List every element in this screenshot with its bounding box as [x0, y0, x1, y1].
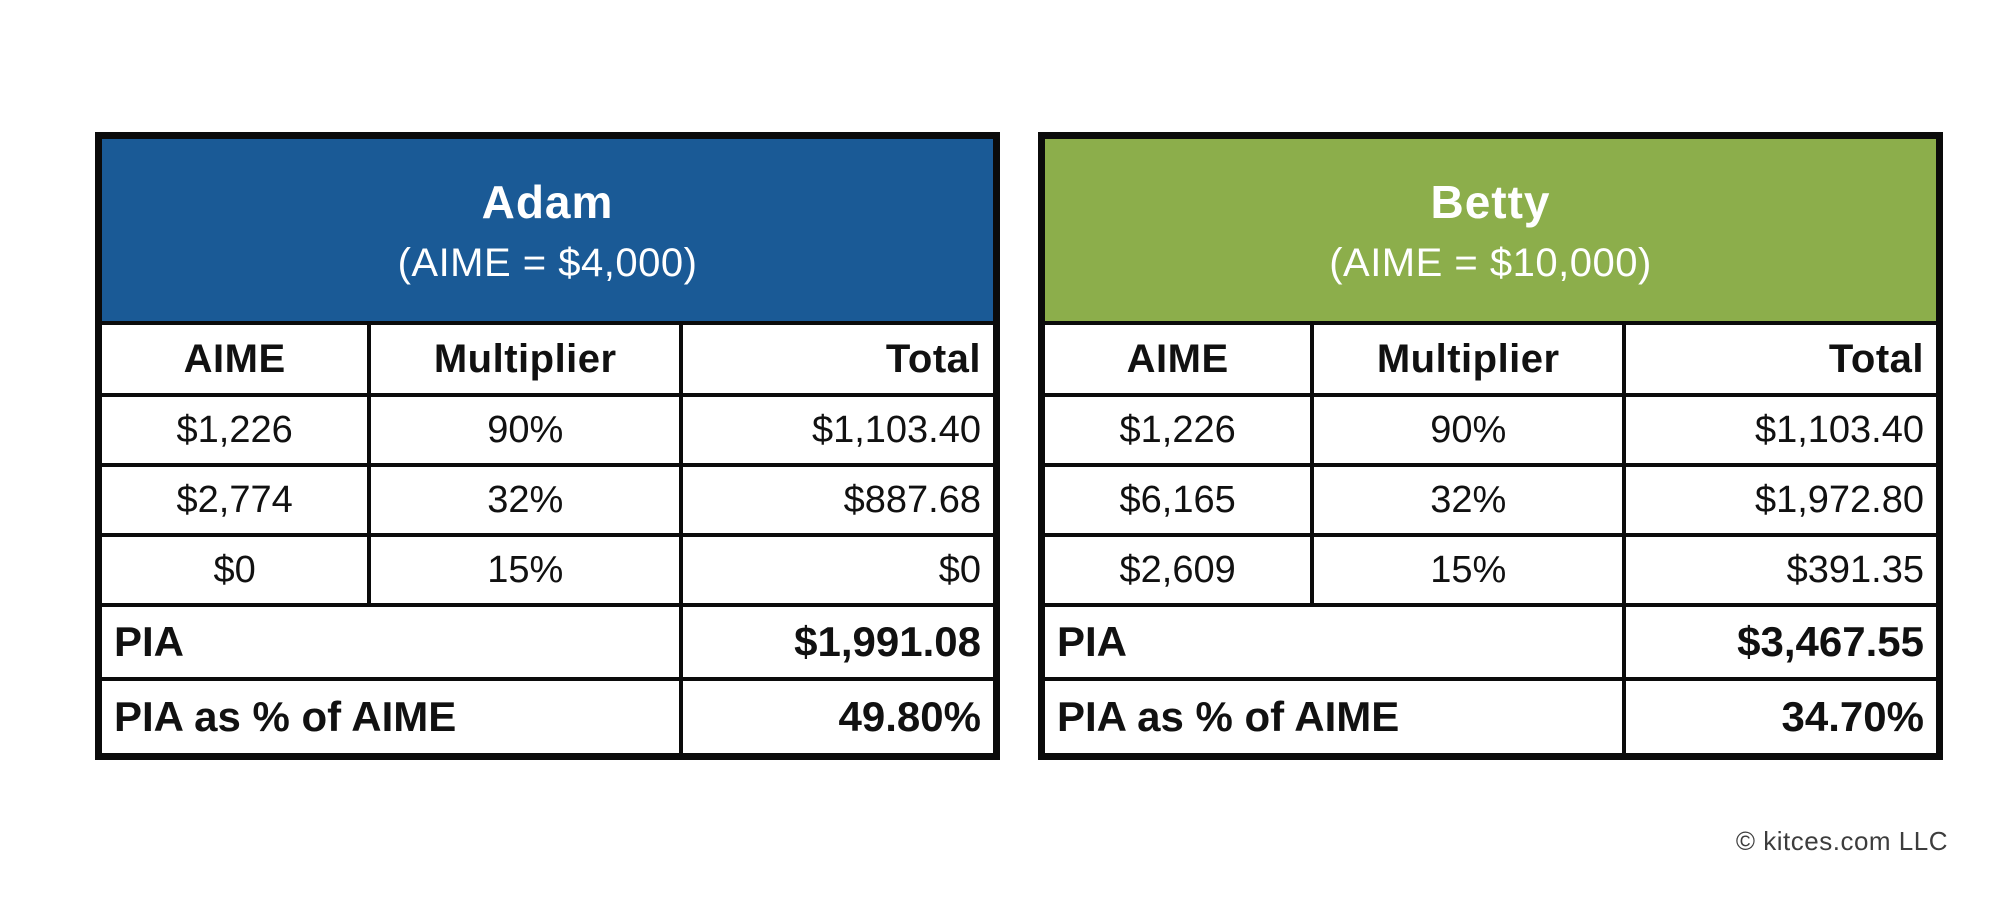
pia-pct-value: 49.80% — [679, 677, 993, 753]
pia-pct-row: PIA as % of AIME 49.80% — [102, 677, 993, 753]
total-cell: $1,972.80 — [1622, 463, 1936, 537]
pia-pct-label: PIA as % of AIME — [1045, 677, 1627, 753]
table-row: $2,774 32% $887.68 — [102, 463, 993, 537]
table-row: $6,165 32% $1,972.80 — [1045, 463, 1936, 537]
pia-value: $3,467.55 — [1622, 603, 1936, 681]
multiplier-column-header: Multiplier — [367, 325, 684, 397]
aime-cell: $1,226 — [102, 393, 372, 467]
pia-row: PIA $3,467.55 — [1045, 603, 1936, 681]
multiplier-cell: 15% — [367, 533, 684, 607]
pia-row: PIA $1,991.08 — [102, 603, 993, 681]
table-row: $1,226 90% $1,103.40 — [102, 393, 993, 467]
pia-pct-value: 34.70% — [1622, 677, 1936, 753]
table-row: $2,609 15% $391.35 — [1045, 533, 1936, 607]
total-cell: $391.35 — [1622, 533, 1936, 607]
multiplier-column-header: Multiplier — [1310, 325, 1627, 397]
multiplier-cell: 15% — [1310, 533, 1627, 607]
adam-table-header: Adam (AIME = $4,000) — [102, 139, 993, 325]
aime-column-header: AIME — [1045, 325, 1315, 397]
tables-row: Adam (AIME = $4,000) AIME Multiplier Tot… — [95, 132, 1943, 760]
betty-name-title: Betty — [1430, 175, 1551, 228]
betty-aime-subtitle: (AIME = $10,000) — [1329, 240, 1652, 285]
multiplier-cell: 32% — [1310, 463, 1627, 537]
total-column-header: Total — [679, 325, 993, 397]
total-column-header: Total — [1622, 325, 1936, 397]
column-header-row: AIME Multiplier Total — [1045, 325, 1936, 397]
aime-column-header: AIME — [102, 325, 372, 397]
pia-pct-row: PIA as % of AIME 34.70% — [1045, 677, 1936, 753]
pia-label: PIA — [102, 603, 684, 681]
betty-table-header: Betty (AIME = $10,000) — [1045, 139, 1936, 325]
pia-pct-label: PIA as % of AIME — [102, 677, 684, 753]
total-cell: $1,103.40 — [1622, 393, 1936, 467]
aime-cell: $1,226 — [1045, 393, 1315, 467]
adam-pia-table: Adam (AIME = $4,000) AIME Multiplier Tot… — [95, 132, 1000, 760]
total-cell: $1,103.40 — [679, 393, 993, 467]
copyright-credit: © kitces.com LLC — [1735, 826, 1948, 856]
aime-cell: $2,774 — [102, 463, 372, 537]
adam-calc-table: AIME Multiplier Total $1,226 90% $1,103.… — [102, 325, 993, 753]
total-cell: $887.68 — [679, 463, 993, 537]
table-row: $1,226 90% $1,103.40 — [1045, 393, 1936, 467]
betty-pia-table: Betty (AIME = $10,000) AIME Multiplier T… — [1038, 132, 1943, 760]
multiplier-cell: 90% — [1310, 393, 1627, 467]
aime-cell: $0 — [102, 533, 372, 607]
pia-label: PIA — [1045, 603, 1627, 681]
betty-calc-table: AIME Multiplier Total $1,226 90% $1,103.… — [1045, 325, 1936, 753]
adam-aime-subtitle: (AIME = $4,000) — [397, 240, 698, 285]
aime-cell: $2,609 — [1045, 533, 1315, 607]
aime-cell: $6,165 — [1045, 463, 1315, 537]
adam-name-title: Adam — [481, 175, 614, 228]
total-cell: $0 — [679, 533, 993, 607]
multiplier-cell: 32% — [367, 463, 684, 537]
column-header-row: AIME Multiplier Total — [102, 325, 993, 397]
multiplier-cell: 90% — [367, 393, 684, 467]
pia-value: $1,991.08 — [679, 603, 993, 681]
table-row: $0 15% $0 — [102, 533, 993, 607]
